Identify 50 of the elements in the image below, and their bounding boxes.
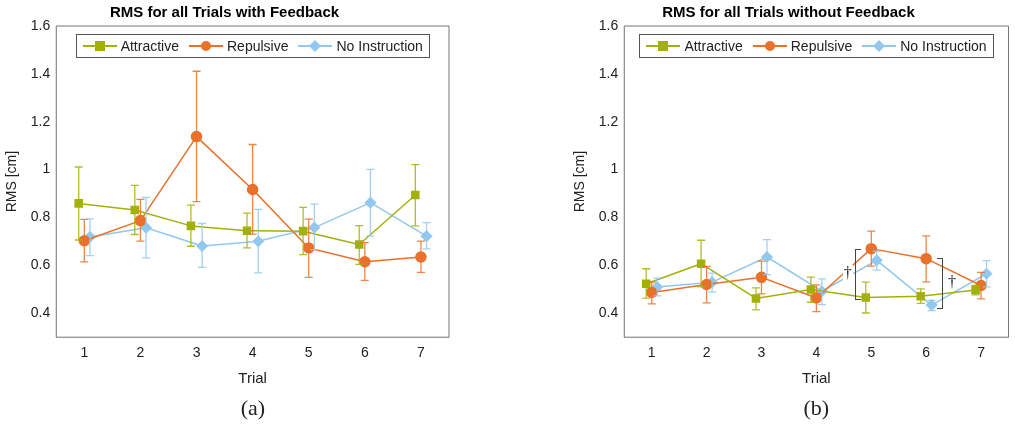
x-axis-title: Trial — [802, 369, 831, 387]
y-axis-title: RMS [cm] — [571, 150, 588, 213]
y-tick-label: 1.4 — [598, 64, 619, 81]
y-tick-label: 0.6 — [30, 256, 51, 273]
x-tick-label: 1 — [80, 344, 89, 361]
annotation: † — [946, 273, 957, 291]
x-tick-label: 7 — [977, 344, 986, 361]
y-tick-label: 0.4 — [30, 304, 51, 321]
x-tick-label: 3 — [757, 344, 766, 361]
y-tick-label: 0.8 — [598, 208, 619, 225]
chart-title: RMS for all Trials without Feedback — [662, 3, 916, 21]
x-tick-label: 5 — [304, 344, 313, 361]
y-tick-label: 0.6 — [598, 256, 619, 273]
y-tick-label: 1.2 — [598, 112, 619, 129]
x-axis-title: Trial — [238, 369, 267, 387]
legend-label: Attractive — [684, 38, 743, 54]
x-tick-label: 4 — [248, 344, 257, 361]
y-tick-label: 0.8 — [30, 208, 51, 225]
legend-label: Repulsive — [790, 38, 853, 54]
legend-label: Repulsive — [226, 38, 289, 54]
y-axis-title: RMS [cm] — [3, 150, 20, 213]
x-tick-label: 6 — [922, 344, 931, 361]
point — [74, 199, 83, 208]
y-tick-label: 0.4 — [598, 304, 619, 321]
x-tick-label: 4 — [812, 344, 821, 361]
x-tick-label: 2 — [702, 344, 711, 361]
x-tick-label: 7 — [417, 344, 426, 361]
y-tick-label: 1 — [42, 160, 51, 177]
chart-title: RMS for all Trials with Feedback — [109, 3, 340, 21]
legend-label: No Instruction — [900, 38, 987, 54]
y-tick-label: 1.2 — [30, 112, 51, 129]
point — [252, 235, 264, 247]
text: (a) — [240, 395, 266, 421]
y-tick-label: 1 — [610, 160, 619, 177]
x-tick-label: 5 — [867, 344, 876, 361]
y-tick-label: 1.6 — [598, 16, 619, 33]
annotation: † — [842, 263, 853, 281]
y-tick-label: 1.6 — [30, 16, 51, 33]
text: (b) — [803, 395, 830, 421]
point — [354, 240, 364, 249]
x-tick-label: 2 — [136, 344, 145, 361]
legend-label: Attractive — [120, 38, 179, 54]
y-tick-label: 1.4 — [30, 64, 51, 81]
legend-label: No Instruction — [336, 38, 423, 54]
point — [411, 190, 420, 200]
point — [916, 291, 925, 301]
point — [861, 293, 871, 302]
x-tick-label: 6 — [360, 344, 369, 361]
x-tick-label: 1 — [647, 344, 656, 361]
x-tick-label: 3 — [192, 344, 201, 361]
